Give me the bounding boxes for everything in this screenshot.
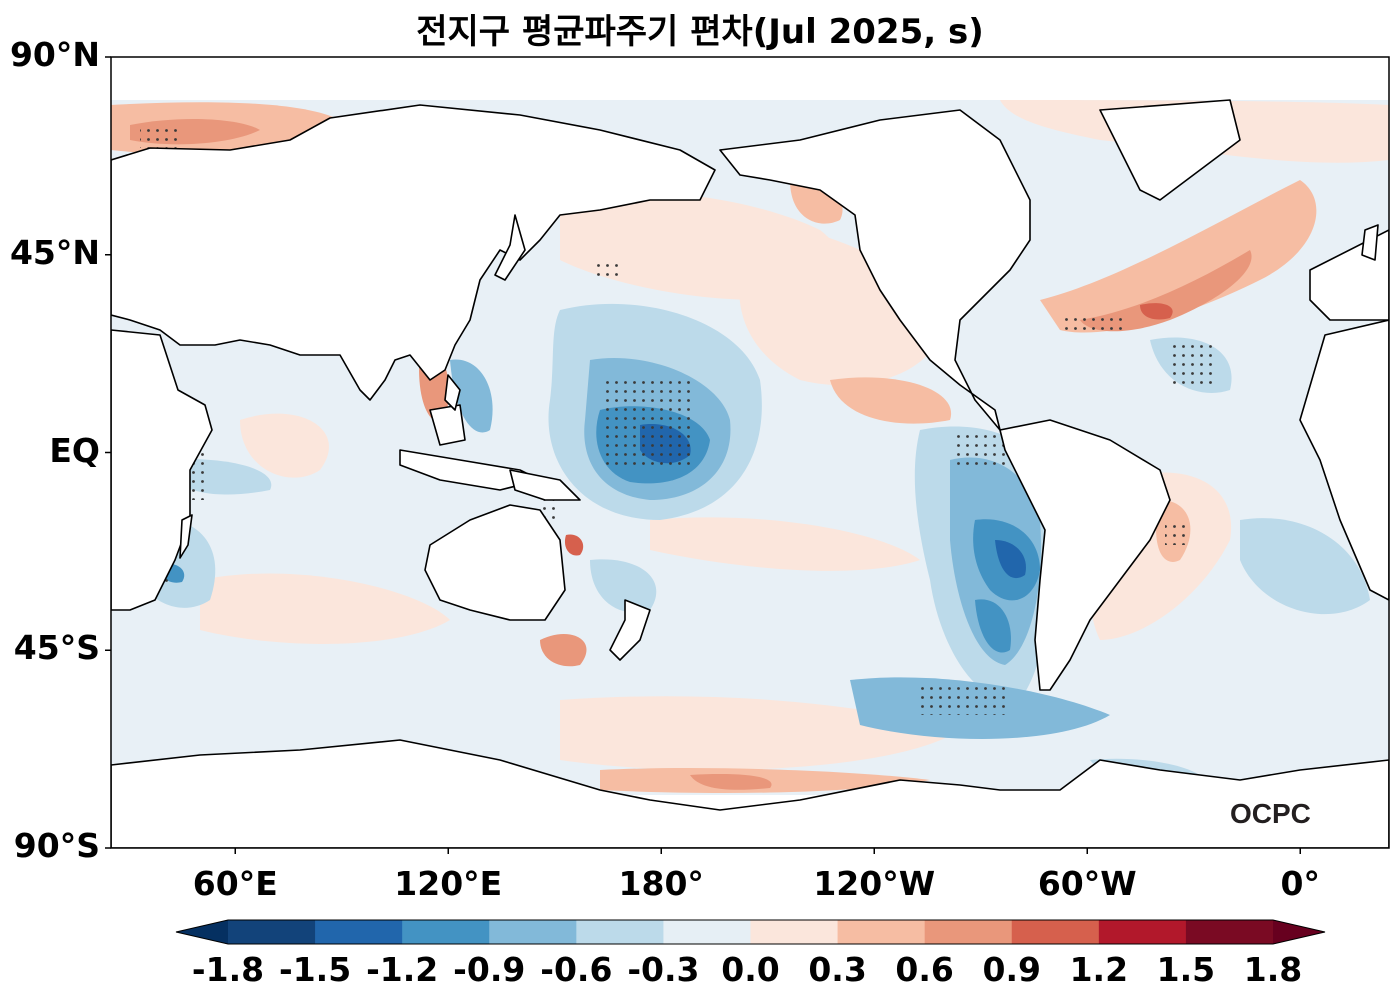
colorbar-tick-label: 0.6 <box>895 950 954 989</box>
colorbar-segment <box>750 920 839 944</box>
colorbar-segment <box>228 920 316 944</box>
colorbar-tick-label: -0.3 <box>627 950 700 989</box>
pos-patch-sopac <box>650 517 920 571</box>
colorbar-tick-label: -0.9 <box>453 950 526 989</box>
colorbar-segment <box>1098 920 1187 944</box>
stipple-satl <box>1165 520 1190 545</box>
land-greenland <box>1099 99 1241 201</box>
pos-patch-io-south <box>200 573 450 644</box>
land-japan <box>494 214 526 281</box>
land-australia <box>424 504 566 621</box>
colorbar-tick-label: -0.6 <box>540 950 613 989</box>
neg-patch-wpac <box>450 359 493 433</box>
colorbar-segment <box>1185 920 1274 944</box>
colorbar-tick-label: 1.2 <box>1069 950 1129 989</box>
stipple-natl <box>1065 315 1125 335</box>
pos-patch-neppac <box>739 220 944 386</box>
lon-tick-label: 0° <box>1280 864 1320 903</box>
colorbar-outline <box>175 919 1326 945</box>
land-africa-right <box>1299 319 1389 601</box>
colorbar-segment <box>489 920 577 944</box>
land <box>111 99 1389 848</box>
neg-patch-satl-east <box>1240 518 1370 615</box>
land-nz <box>609 599 651 661</box>
colorbar-segment <box>837 920 926 944</box>
axis-ticks <box>105 56 1301 854</box>
stipple-coral <box>540 500 560 520</box>
stipple-wpac <box>595 262 620 277</box>
neg-patch-sam-south <box>975 599 1011 653</box>
colorbar-tick-label: 0.3 <box>808 950 867 989</box>
lon-tick-label: 60°E <box>192 864 278 903</box>
pos-patch-io <box>240 413 329 478</box>
lon-tick-label: 120°E <box>394 864 503 903</box>
pos-patch-epac <box>830 377 952 424</box>
pos-patch-natl-max <box>1140 303 1173 320</box>
pos-patch-natl <box>1040 180 1317 333</box>
colorbar-tick-label: 1.8 <box>1243 950 1303 989</box>
lat-tick-label: 90°N <box>9 35 100 74</box>
land-madagascar <box>179 514 193 559</box>
colorbar-segment <box>576 920 664 944</box>
colorbar-tick-label: -1.5 <box>279 950 352 989</box>
lon-tick-label: 60°W <box>1037 864 1137 903</box>
chart-title: 전지구 평균파주기 편차(Jul 2025, s) <box>416 12 984 52</box>
lat-tick-label: 45°S <box>13 628 100 668</box>
pos-patch-natl-core <box>1080 250 1252 332</box>
colorbar-tick-label: 0.0 <box>721 950 780 989</box>
colorbar-segment <box>663 920 751 944</box>
colorbar-tick-label: -1.8 <box>191 950 265 989</box>
stipple-cpac <box>600 378 695 468</box>
land-newguinea <box>509 469 581 501</box>
lat-tick-label: EQ <box>49 430 100 470</box>
stipple-southeast <box>915 685 1005 715</box>
colorbar-extend-max <box>1273 920 1325 944</box>
colorbar-segment <box>315 920 403 944</box>
ocpc-logo: OCPC <box>1230 798 1311 829</box>
lat-tick-label: 45°N <box>9 232 100 272</box>
lon-tick-label: 180° <box>618 864 704 903</box>
colorbar <box>175 919 1326 945</box>
pos-patch-ross-core <box>690 774 772 790</box>
colorbar-tick-label: 1.5 <box>1156 950 1216 989</box>
land-north-america <box>719 109 1031 431</box>
land-antarctica <box>111 739 1389 848</box>
colorbar-segment <box>1011 920 1100 944</box>
neg-patch-sam-core <box>995 540 1026 579</box>
land-south-america <box>999 419 1171 691</box>
pos-patch-coralsea <box>564 534 584 556</box>
land-borneo <box>429 404 466 446</box>
neg-patch-tasman <box>590 559 657 613</box>
land-eurasia <box>111 104 716 401</box>
colorbar-segment <box>402 920 490 944</box>
lat-tick-label: 90°S <box>13 826 100 865</box>
colorbar-segment <box>924 920 1013 944</box>
colorbar-extend-min <box>176 920 228 944</box>
land-africa <box>111 329 213 611</box>
colorbar-tick-label: 0.9 <box>982 950 1041 989</box>
stipple-natl-2 <box>1170 345 1215 385</box>
lon-tick-label: 120°W <box>813 864 936 903</box>
pos-patch-tasman <box>540 634 587 667</box>
colorbar-tick-label: -1.2 <box>366 950 439 989</box>
stipple-barents <box>140 128 180 148</box>
land-uk <box>1361 224 1379 261</box>
land-philippines <box>444 374 461 411</box>
